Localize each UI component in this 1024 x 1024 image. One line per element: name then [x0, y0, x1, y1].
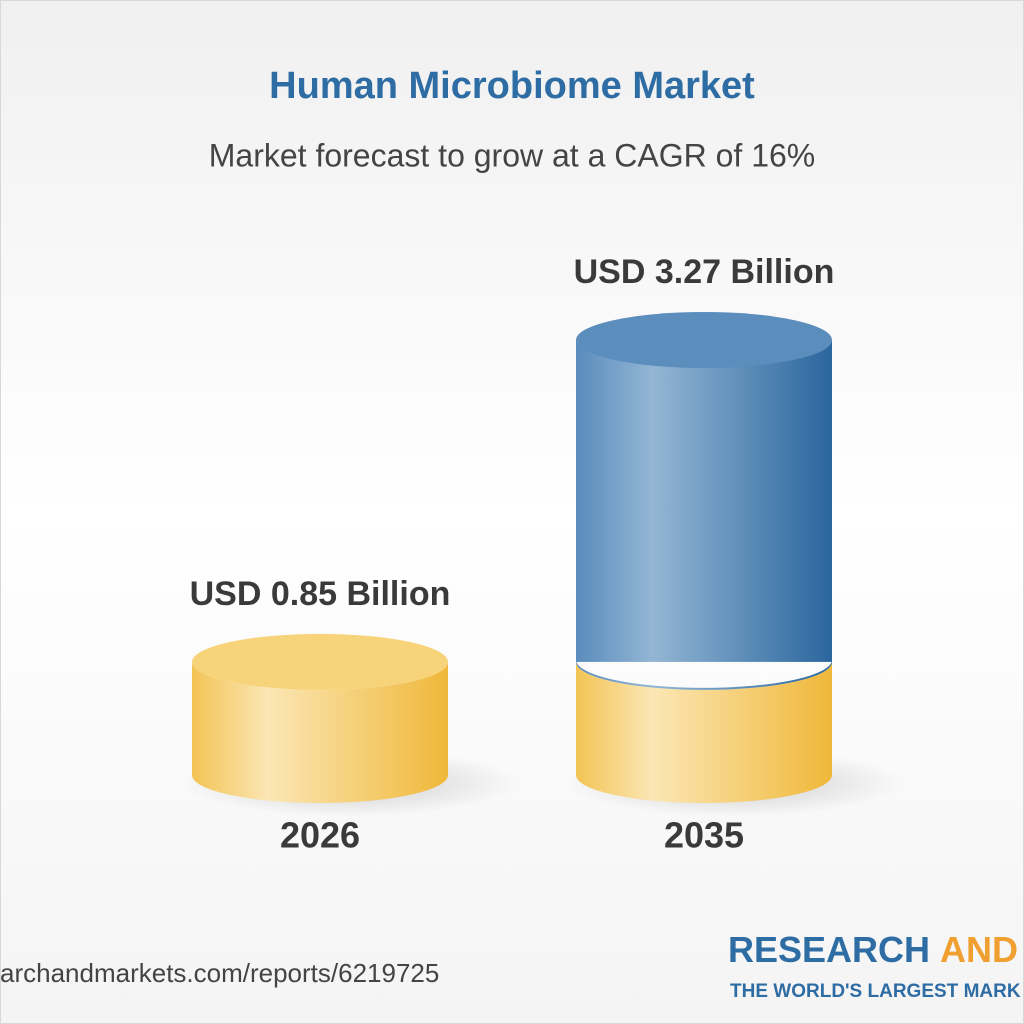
- brand: RESEARCH AND: [728, 929, 1018, 970]
- cylinder-base: [576, 661, 832, 803]
- value-label: USD 0.85 Billion: [190, 575, 451, 613]
- cylinder-top: [576, 312, 832, 368]
- value-label: USD 3.27 Billion: [574, 253, 835, 291]
- tagline: THE WORLD'S LARGEST MARK: [730, 981, 1021, 1002]
- x-tick-label: 2026: [280, 815, 360, 856]
- cylinder-body: [192, 661, 448, 803]
- source: archandmarkets.com/reports/6219725: [0, 958, 439, 988]
- chart-title: Human Microbiome Market: [269, 65, 755, 107]
- brand-part: RESEARCH: [728, 929, 930, 970]
- cylinder-top: [192, 633, 448, 690]
- brand-part: AND: [940, 929, 1018, 970]
- chart-subtitle: Market forecast to grow at a CAGR of 16%: [209, 137, 815, 173]
- cylinder-body: [576, 340, 832, 662]
- x-tick-label: 2035: [664, 815, 744, 856]
